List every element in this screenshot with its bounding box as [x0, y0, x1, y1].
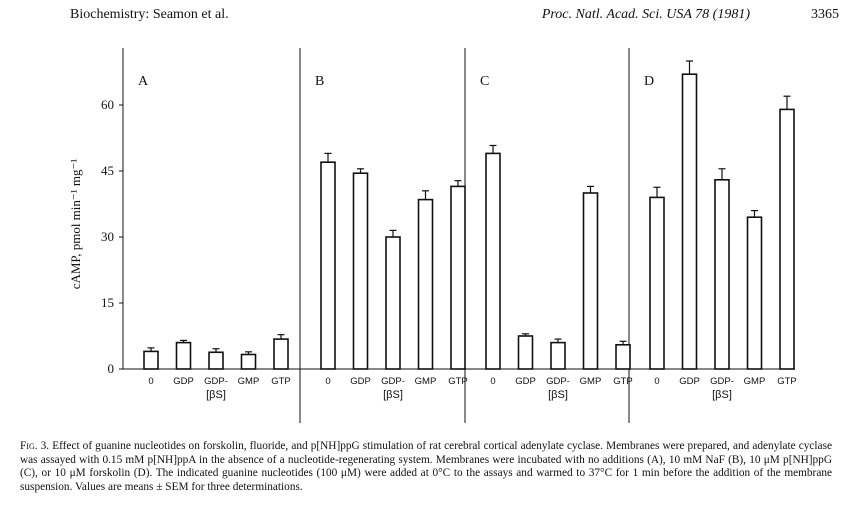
x-tick-label: GDP: [173, 376, 194, 387]
x-tick-label: GDP-: [204, 376, 228, 387]
x-tick-label: 0: [654, 376, 659, 387]
x-tick-label: GDP-: [710, 376, 734, 387]
x-tick-label-line2: [βS]: [383, 389, 403, 401]
running-header-journal: Proc. Natl. Acad. Sci. USA 78 (1981): [541, 7, 750, 22]
panel-label: A: [138, 74, 149, 89]
figure-caption: Fig. 3. Effect of guanine nucleotides on…: [20, 440, 832, 494]
panel-label: B: [315, 74, 324, 89]
bar: [779, 108, 795, 370]
bar: [208, 351, 224, 370]
bar: [417, 198, 434, 370]
bar: [485, 152, 501, 370]
x-tick-label: 0: [148, 376, 153, 387]
bar: [240, 353, 257, 370]
page-number: 3365: [811, 7, 839, 22]
y-tick-label: 60: [101, 97, 114, 112]
y-tick-label: 15: [101, 295, 114, 310]
y-axis-label: cAMP, pmol min⁻¹ mg⁻¹: [68, 159, 83, 290]
x-tick-label-line2: [βS]: [206, 389, 226, 401]
bar: [175, 341, 192, 370]
x-tick-label: GTP: [613, 376, 633, 387]
x-tick-label: GDP-: [381, 376, 405, 387]
x-tick-label: GTP: [448, 376, 468, 387]
x-tick-label: GDP: [679, 376, 700, 387]
x-tick-label: GMP: [415, 376, 437, 387]
bar: [450, 185, 466, 370]
bar: [582, 192, 599, 370]
figure-chart: 0 15 30 45 60 cAMP, pmol min⁻¹ mg⁻¹ A 0 GDP GDP- […: [68, 48, 797, 423]
x-tick-label: GTP: [271, 376, 291, 387]
x-tick-label: GMP: [238, 376, 260, 387]
x-tick-label: GDP: [350, 376, 371, 387]
panel-label: C: [480, 74, 489, 89]
bar: [681, 73, 698, 370]
x-tick-label: GDP-: [546, 376, 570, 387]
x-tick-label: 0: [325, 376, 330, 387]
bar: [615, 343, 631, 370]
bar: [273, 338, 289, 370]
x-tick-label-line2: [βS]: [548, 389, 568, 401]
running-header-authors: Biochemistry: Seamon et al.: [70, 7, 229, 22]
bar: [714, 179, 730, 370]
bar: [352, 172, 369, 370]
figure-label: Fig. 3.: [20, 440, 50, 452]
y-tick-label: 30: [101, 229, 114, 244]
bar: [746, 216, 763, 370]
bar: [517, 335, 534, 370]
x-tick-label: GTP: [777, 376, 797, 387]
y-tick-label: 45: [101, 163, 114, 178]
y-tick-label: 0: [108, 361, 115, 376]
bar: [385, 236, 401, 370]
bar: [143, 350, 159, 370]
x-tick-label: GDP: [515, 376, 536, 387]
x-tick-label: GMP: [580, 376, 602, 387]
x-tick-label-line2: [βS]: [712, 389, 732, 401]
x-tick-label: GMP: [744, 376, 766, 387]
x-tick-label: 0: [490, 376, 495, 387]
bar: [550, 341, 566, 370]
panel-label: D: [644, 74, 654, 89]
bar: [320, 161, 336, 370]
caption-text: Effect of guanine nucleotides on forskol…: [20, 440, 832, 493]
bar: [649, 196, 665, 370]
